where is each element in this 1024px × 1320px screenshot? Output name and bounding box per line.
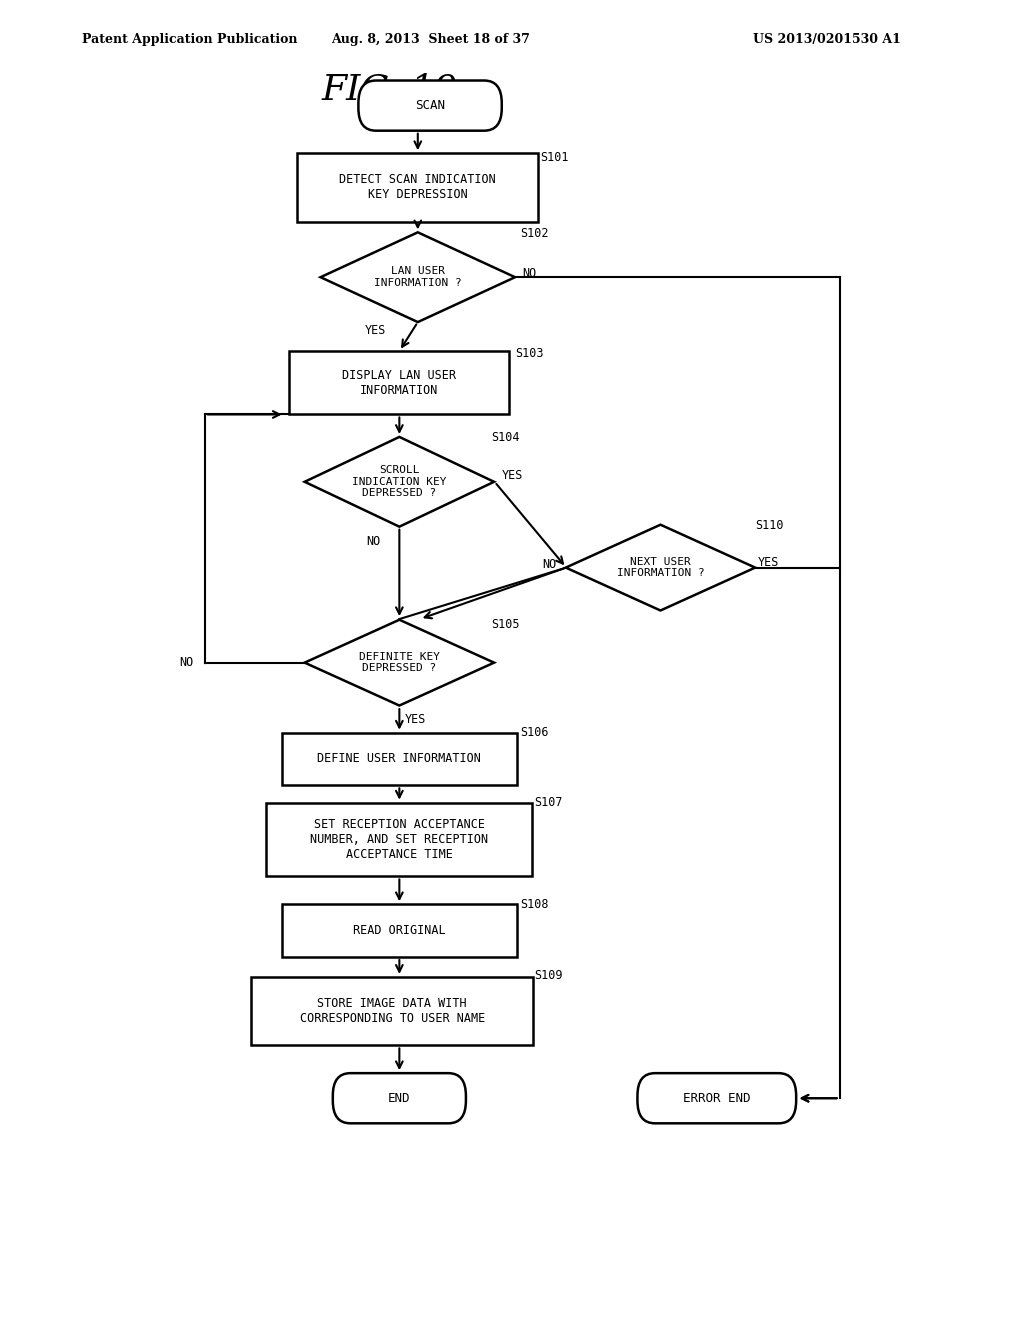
Text: ERROR END: ERROR END [683,1092,751,1105]
Bar [282,733,517,785]
Text: NO: NO [522,267,537,280]
FancyBboxPatch shape [333,1073,466,1123]
Text: S107: S107 [535,796,563,809]
Text: LAN USER
INFORMATION ?: LAN USER INFORMATION ? [374,267,462,288]
Text: NO: NO [179,656,194,669]
Text: S109: S109 [535,969,563,982]
Text: DEFINITE KEY
DEPRESSED ?: DEFINITE KEY DEPRESSED ? [358,652,440,673]
Text: FIG. 19: FIG. 19 [322,73,457,107]
Text: YES: YES [502,469,523,482]
Text: DEFINE USER INFORMATION: DEFINE USER INFORMATION [317,752,481,766]
FancyBboxPatch shape [637,1073,797,1123]
Polygon shape [305,620,495,705]
Text: S106: S106 [520,726,549,739]
Text: SCROLL
INDICATION KEY
DEPRESSED ?: SCROLL INDICATION KEY DEPRESSED ? [352,465,446,499]
Polygon shape [321,232,515,322]
Text: S102: S102 [520,227,549,240]
Bar [297,153,539,222]
Text: S108: S108 [520,898,549,911]
Text: US 2013/0201530 A1: US 2013/0201530 A1 [754,33,901,46]
Text: END: END [388,1092,411,1105]
Text: S103: S103 [515,347,544,360]
Text: S105: S105 [492,618,520,631]
Bar [252,977,532,1045]
Text: S104: S104 [492,430,520,444]
Text: NEXT USER
INFORMATION ?: NEXT USER INFORMATION ? [616,557,705,578]
Text: Patent Application Publication: Patent Application Publication [82,33,297,46]
Text: SCAN: SCAN [415,99,445,112]
Text: YES: YES [365,323,386,337]
Bar [266,803,532,876]
Bar [282,904,517,957]
Polygon shape [565,525,756,610]
FancyBboxPatch shape [358,81,502,131]
Text: SET RECEPTION ACCEPTANCE
NUMBER, AND SET RECEPTION
ACCEPTANCE TIME: SET RECEPTION ACCEPTANCE NUMBER, AND SET… [310,818,488,861]
Text: S110: S110 [756,519,784,532]
Text: READ ORIGINAL: READ ORIGINAL [353,924,445,937]
Text: S101: S101 [541,150,569,164]
Text: DETECT SCAN INDICATION
KEY DEPRESSION: DETECT SCAN INDICATION KEY DEPRESSION [339,173,497,202]
Text: STORE IMAGE DATA WITH
CORRESPONDING TO USER NAME: STORE IMAGE DATA WITH CORRESPONDING TO U… [300,997,484,1026]
Text: YES: YES [758,556,779,569]
Bar [290,351,510,414]
Text: NO: NO [543,558,557,572]
Text: Aug. 8, 2013  Sheet 18 of 37: Aug. 8, 2013 Sheet 18 of 37 [331,33,529,46]
Polygon shape [305,437,495,527]
Text: YES: YES [404,713,426,726]
Text: DISPLAY LAN USER
INFORMATION: DISPLAY LAN USER INFORMATION [342,368,457,397]
Text: NO: NO [367,535,381,548]
